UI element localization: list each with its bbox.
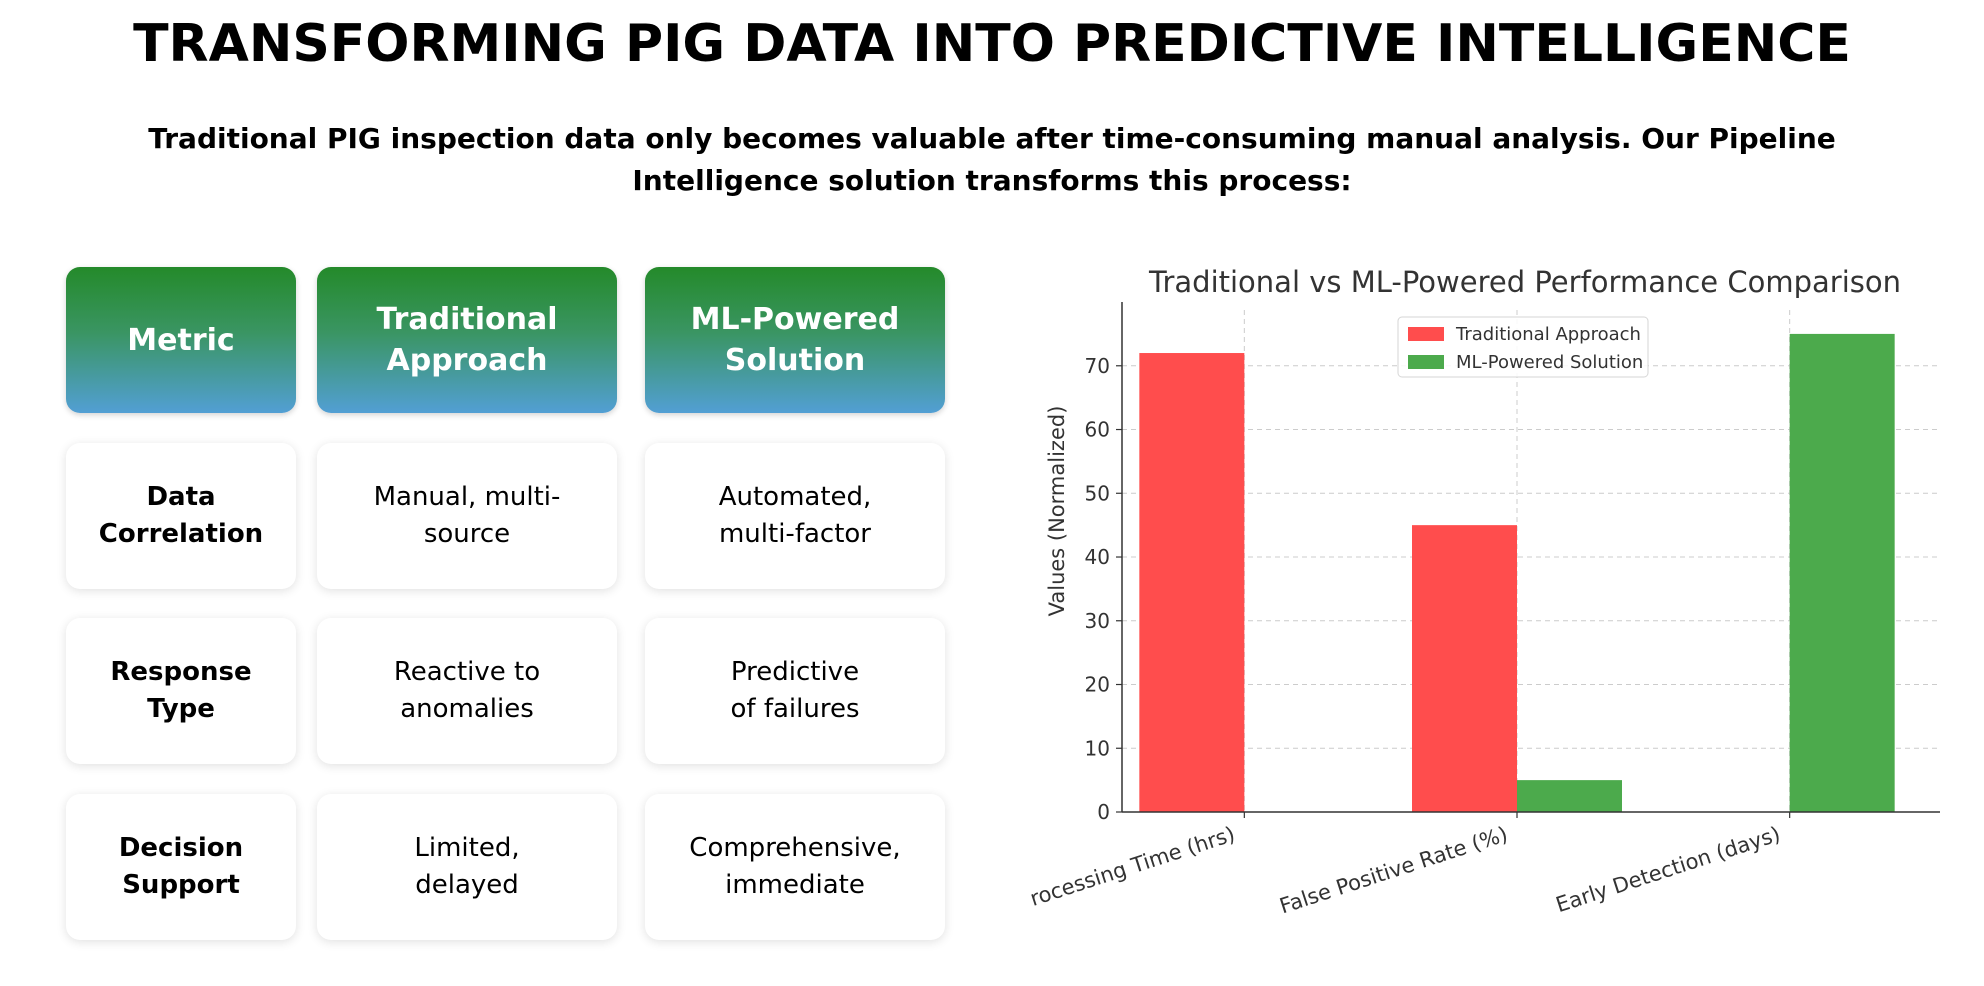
row-metric-cell: Response Type	[66, 618, 296, 764]
y-tick-label: 70	[1085, 354, 1110, 378]
row-ml-cell: Comprehensive, immediate	[645, 794, 945, 940]
y-tick-label: 40	[1085, 545, 1110, 569]
y-tick-label: 10	[1085, 736, 1110, 760]
row-traditional-cell: Reactive to anomalies	[317, 618, 617, 764]
y-tick-label: 50	[1085, 481, 1110, 505]
comparison-table: Metric Traditional Approach ML-Powered S…	[66, 267, 952, 947]
row-traditional-cell: Limited, delayed	[317, 794, 617, 940]
bar-traditional	[1139, 353, 1245, 812]
legend-swatch	[1408, 355, 1444, 369]
y-tick-label: 60	[1085, 418, 1110, 442]
y-tick-label: 0	[1097, 800, 1110, 824]
header-traditional: Traditional Approach	[317, 267, 617, 413]
y-tick-label: 30	[1085, 609, 1110, 633]
performance-chart: Traditional vs ML-Powered Performance Co…	[1015, 262, 1970, 962]
legend-label: Traditional Approach	[1455, 324, 1641, 345]
bar-chart-svg: Traditional vs ML-Powered Performance Co…	[1015, 265, 1940, 918]
x-tick-label: Early Detection (days)	[1553, 822, 1783, 917]
page-subtitle: Traditional PIG inspection data only bec…	[148, 122, 1836, 197]
row-ml-cell: Automated, multi-factor	[645, 443, 945, 589]
bar-traditional	[1412, 525, 1517, 812]
legend-box	[1397, 316, 1649, 378]
legend-label: ML-Powered Solution	[1456, 352, 1643, 373]
header-metric: Metric	[66, 267, 296, 413]
bar-ml	[1789, 333, 1895, 812]
chart-title: Traditional vs ML-Powered Performance Co…	[1148, 265, 1901, 299]
page-title: TRANSFORMING PIG DATA INTO PREDICTIVE IN…	[133, 14, 1851, 74]
row-metric-cell: Data Correlation	[66, 443, 296, 589]
y-tick-label: 20	[1085, 673, 1110, 697]
row-traditional-cell: Manual, multi- source	[317, 443, 617, 589]
bar-ml	[1517, 780, 1622, 812]
y-axis-label: Values (Normalized)	[1045, 406, 1069, 617]
row-metric-cell: Decision Support	[66, 794, 296, 940]
x-tick-label: Processing Time (hrs)	[1030, 822, 1238, 915]
row-ml-cell: Predictive of failures	[645, 618, 945, 764]
header-ml: ML-Powered Solution	[645, 267, 945, 413]
x-tick-label: False Positive Rate (%)	[1277, 822, 1511, 918]
legend-swatch	[1408, 327, 1444, 341]
